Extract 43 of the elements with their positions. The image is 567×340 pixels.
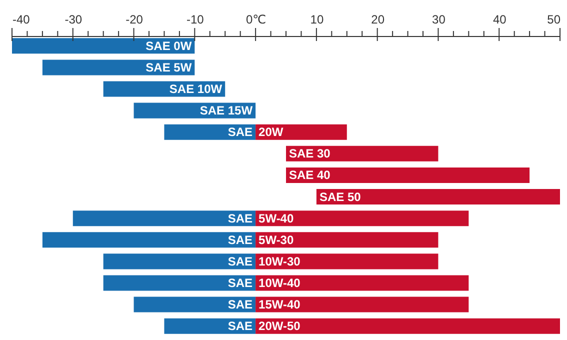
x-tick-label: 10 (310, 12, 324, 26)
x-tick-label: 30 (432, 12, 446, 26)
x-tick-label: -20 (126, 12, 144, 26)
bar (164, 318, 256, 334)
bar (256, 124, 347, 140)
bar (164, 124, 256, 140)
y-tick-label: SAE 15W (200, 104, 254, 118)
category-label: SAE 20W (228, 125, 284, 140)
bar (103, 254, 256, 270)
y-tick-label: SAE 5W (146, 60, 192, 74)
bar (72, 210, 256, 226)
y-tick-label: SAE 50 (319, 190, 362, 204)
bar (256, 296, 469, 312)
bar (256, 232, 438, 248)
y-tick-label: SAE 10W (169, 82, 223, 96)
y-tick-label: SAE 40 (289, 168, 331, 182)
category-label: SAE 5W-30 (228, 232, 294, 247)
x-tick-label: 50 (547, 12, 561, 26)
x-tick-label: -10 (186, 12, 204, 26)
x-tick-label: -40 (12, 12, 30, 26)
category-label: SAE 20W-50 (228, 319, 300, 334)
x-tick-label: 0℃ (246, 12, 266, 26)
bar (256, 254, 438, 270)
x-tick-label: -30 (64, 12, 82, 26)
bar (42, 232, 256, 248)
category-label: SAE 10W-40 (228, 276, 300, 290)
bar (42, 60, 195, 76)
bar (256, 318, 560, 334)
y-tick-label: SAE 30 (289, 146, 331, 161)
bar (12, 38, 195, 54)
bar (286, 167, 530, 183)
y-tick-label: SAE 0W (146, 38, 192, 53)
bar (103, 275, 256, 291)
category-label: SAE 15W-40 (228, 298, 300, 312)
bar (286, 146, 438, 162)
bar (316, 189, 560, 205)
bar (256, 210, 469, 226)
category-label: SAE 5W-40 (228, 211, 294, 226)
category-label: SAE 10W-30 (228, 254, 300, 268)
x-tick-label: 20 (371, 12, 385, 26)
x-tick-label: 40 (492, 12, 507, 26)
bar (134, 296, 256, 312)
bar (256, 275, 469, 291)
